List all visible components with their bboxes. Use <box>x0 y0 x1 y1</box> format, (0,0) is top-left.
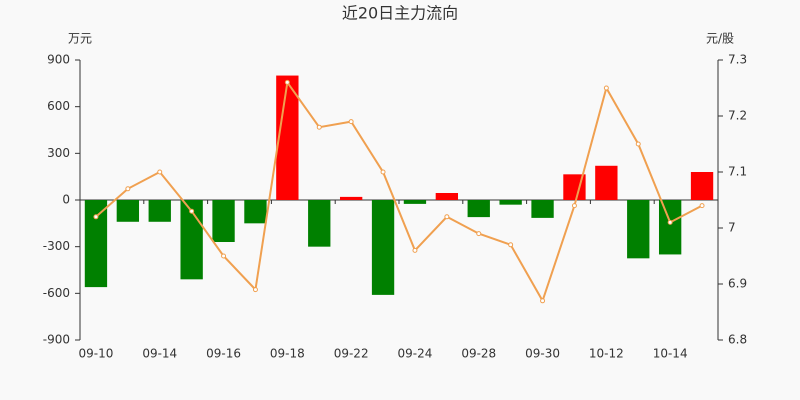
x-tick-label: 09-24 <box>398 347 433 361</box>
y2-axis-unit: 元/股 <box>706 32 734 46</box>
x-tick-label: 10-14 <box>653 347 688 361</box>
bar <box>403 200 427 204</box>
price-point <box>93 214 99 220</box>
price-point <box>316 124 322 130</box>
bar <box>244 200 267 224</box>
x-tick-label: 09-16 <box>206 347 241 361</box>
y-tick-label: -900 <box>43 333 70 347</box>
bar <box>627 200 650 259</box>
y-tick-label: 600 <box>47 99 70 113</box>
price-point <box>571 203 577 209</box>
bar <box>116 200 140 222</box>
price-point <box>635 141 641 147</box>
bar <box>435 193 459 200</box>
price-point <box>380 169 386 175</box>
y-tick-label: -300 <box>43 239 70 253</box>
bar <box>339 196 363 200</box>
y2-tick-label: 7.1 <box>728 165 747 179</box>
y-tick-label: -600 <box>43 286 70 300</box>
bar <box>595 165 618 200</box>
y2-tick-label: 7.3 <box>728 53 747 67</box>
y2-tick-label: 7.2 <box>728 109 747 123</box>
bar <box>148 200 171 222</box>
bar <box>212 200 235 242</box>
price-point <box>667 219 673 225</box>
bar <box>84 200 108 288</box>
bar <box>563 174 586 200</box>
x-tick-label: 09-10 <box>79 347 114 361</box>
chart-title: 近20日主力流向 <box>342 4 458 23</box>
x-tick-label: 10-12 <box>589 347 624 361</box>
bar <box>658 200 682 255</box>
bar <box>690 172 714 200</box>
bar <box>531 200 554 218</box>
price-point <box>125 186 131 192</box>
y2-tick-label: 6.9 <box>728 277 747 291</box>
price-point <box>284 79 290 85</box>
x-tick-label: 09-30 <box>525 347 560 361</box>
x-tick-label: 09-18 <box>270 347 305 361</box>
y2-tick-label: 6.8 <box>728 333 747 347</box>
y2-tick-label: 7 <box>728 221 736 235</box>
price-point <box>540 298 546 304</box>
bar <box>308 200 331 247</box>
x-tick-label: 09-14 <box>142 347 177 361</box>
price-point <box>348 119 354 125</box>
y-tick-label: 300 <box>47 146 70 160</box>
bar <box>467 200 490 218</box>
price-point <box>508 242 514 248</box>
bar <box>371 200 395 295</box>
bar <box>276 75 299 200</box>
price-point <box>444 214 450 220</box>
price-point <box>157 169 163 175</box>
price-point <box>412 247 418 253</box>
y-axis-unit: 万元 <box>68 32 92 46</box>
y-tick-label: 0 <box>62 193 70 207</box>
price-point <box>252 287 258 293</box>
y-tick-label: 900 <box>47 53 70 67</box>
price-point <box>189 208 195 214</box>
bar <box>499 200 522 205</box>
price-line <box>95 79 703 304</box>
price-point <box>476 231 482 237</box>
price-point <box>699 203 705 209</box>
price-point <box>221 253 227 259</box>
price-point <box>603 85 609 91</box>
x-tick-label: 09-28 <box>461 347 496 361</box>
x-tick-label: 09-22 <box>334 347 369 361</box>
